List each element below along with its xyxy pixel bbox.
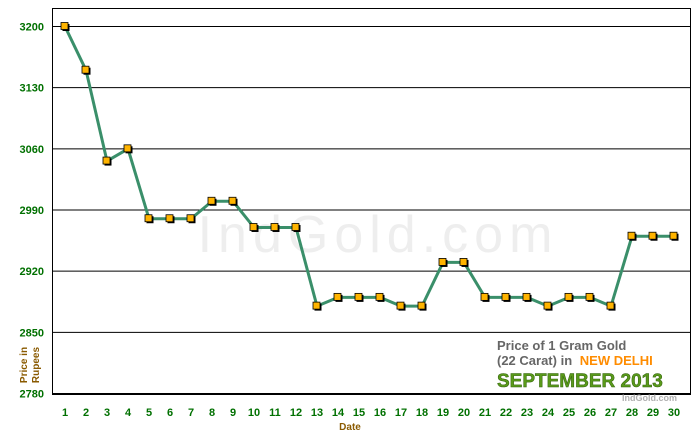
- data-point: [438, 258, 447, 266]
- x-tick-label: 3: [104, 407, 110, 419]
- data-point: [417, 301, 426, 310]
- x-tick-label: 16: [374, 407, 386, 419]
- x-axis-title: Date: [339, 422, 361, 433]
- x-tick-label: 25: [563, 407, 575, 419]
- y-tick-label: 3060: [20, 144, 44, 156]
- title-city: NEW DELHI: [580, 353, 653, 368]
- x-tick-label: 23: [521, 407, 533, 419]
- x-tick-label: 11: [269, 407, 281, 419]
- y-tick-label: 2780: [20, 389, 44, 401]
- data-point: [165, 214, 174, 223]
- plot-area-border: [52, 8, 691, 395]
- y-tick-label: 2850: [20, 327, 44, 339]
- x-tick-label: 17: [395, 407, 407, 419]
- x-tick-label: 1: [62, 407, 68, 419]
- data-point: [207, 196, 216, 205]
- data-point: [186, 214, 195, 223]
- y-tick-label: 3200: [20, 22, 44, 34]
- title-line-1: Price of 1 Gram Gold: [497, 338, 626, 353]
- y-axis-title-line-2: Rupees: [31, 347, 42, 384]
- gridlines: [52, 26, 691, 394]
- data-point: [228, 196, 237, 205]
- x-axis-ticks: 1 2 3 4 5 6 7 8 9 10 11 12 13 14 15 16 17 18 19 20 21 22 23 24 2…: [62, 407, 680, 419]
- data-point: [396, 301, 405, 310]
- x-tick-label: 10: [248, 407, 260, 419]
- data-point: [81, 65, 90, 74]
- data-point: [333, 292, 342, 301]
- source-credit: IndGold.com: [622, 393, 677, 403]
- x-tick-label: 19: [437, 407, 449, 419]
- data-point: [102, 156, 111, 165]
- x-tick-label: 5: [146, 407, 152, 419]
- x-tick-label: 4: [125, 407, 132, 419]
- x-tick-label: 21: [479, 407, 491, 419]
- data-point: [354, 292, 363, 301]
- title-block: Price of 1 Gram Gold (22 Carat) in NEW D…: [497, 338, 677, 403]
- data-point: [585, 292, 594, 301]
- y-axis-ticks: 2780 2850 2920 2990 3060 3130 3200: [20, 22, 44, 401]
- y-tick-label: 3130: [20, 83, 44, 95]
- data-markers: [60, 22, 679, 311]
- data-point: [564, 292, 573, 301]
- x-tick-label: 30: [668, 407, 680, 419]
- x-tick-label: 14: [332, 407, 345, 419]
- data-point: [291, 223, 300, 231]
- x-tick-label: 15: [353, 407, 365, 419]
- data-point: [669, 231, 678, 240]
- x-tick-label: 27: [605, 407, 617, 419]
- data-point: [123, 144, 132, 153]
- x-tick-label: 18: [416, 407, 428, 419]
- data-point: [501, 292, 510, 301]
- x-tick-label: 24: [542, 407, 555, 419]
- data-point: [375, 292, 384, 301]
- data-point: [312, 301, 321, 310]
- x-tick-label: 12: [290, 407, 302, 419]
- title-line-2: (22 Carat) in: [497, 353, 572, 368]
- data-point: [144, 214, 153, 223]
- y-tick-label: 2920: [20, 266, 44, 278]
- x-tick-label: 26: [584, 407, 596, 419]
- x-tick-label: 6: [167, 407, 173, 419]
- data-point: [648, 231, 657, 240]
- x-tick-label: 20: [458, 407, 470, 419]
- title-line-2-group: (22 Carat) in NEW DELHI: [497, 353, 653, 368]
- data-point: [480, 292, 489, 301]
- data-point: [249, 223, 258, 231]
- y-axis-title-line-1: Price in: [19, 347, 30, 383]
- data-point: [60, 22, 69, 30]
- x-tick-label: 22: [500, 407, 512, 419]
- x-tick-label: 9: [230, 407, 236, 419]
- data-point: [522, 292, 531, 301]
- title-month: SEPTEMBER 2013: [497, 371, 663, 392]
- x-tick-label: 13: [311, 407, 323, 419]
- x-tick-label: 28: [626, 407, 638, 419]
- watermark-text: IndGold.com: [198, 206, 559, 264]
- data-point: [270, 223, 279, 231]
- x-tick-label: 29: [647, 407, 659, 419]
- x-tick-label: 2: [83, 407, 89, 419]
- series-line: [63, 25, 674, 308]
- data-point: [606, 301, 615, 310]
- y-tick-label: 2990: [20, 205, 44, 217]
- data-point: [627, 231, 636, 240]
- x-tick-label: 8: [209, 407, 215, 419]
- x-tick-label: 7: [188, 407, 194, 419]
- data-point: [459, 258, 468, 266]
- data-point: [543, 301, 552, 310]
